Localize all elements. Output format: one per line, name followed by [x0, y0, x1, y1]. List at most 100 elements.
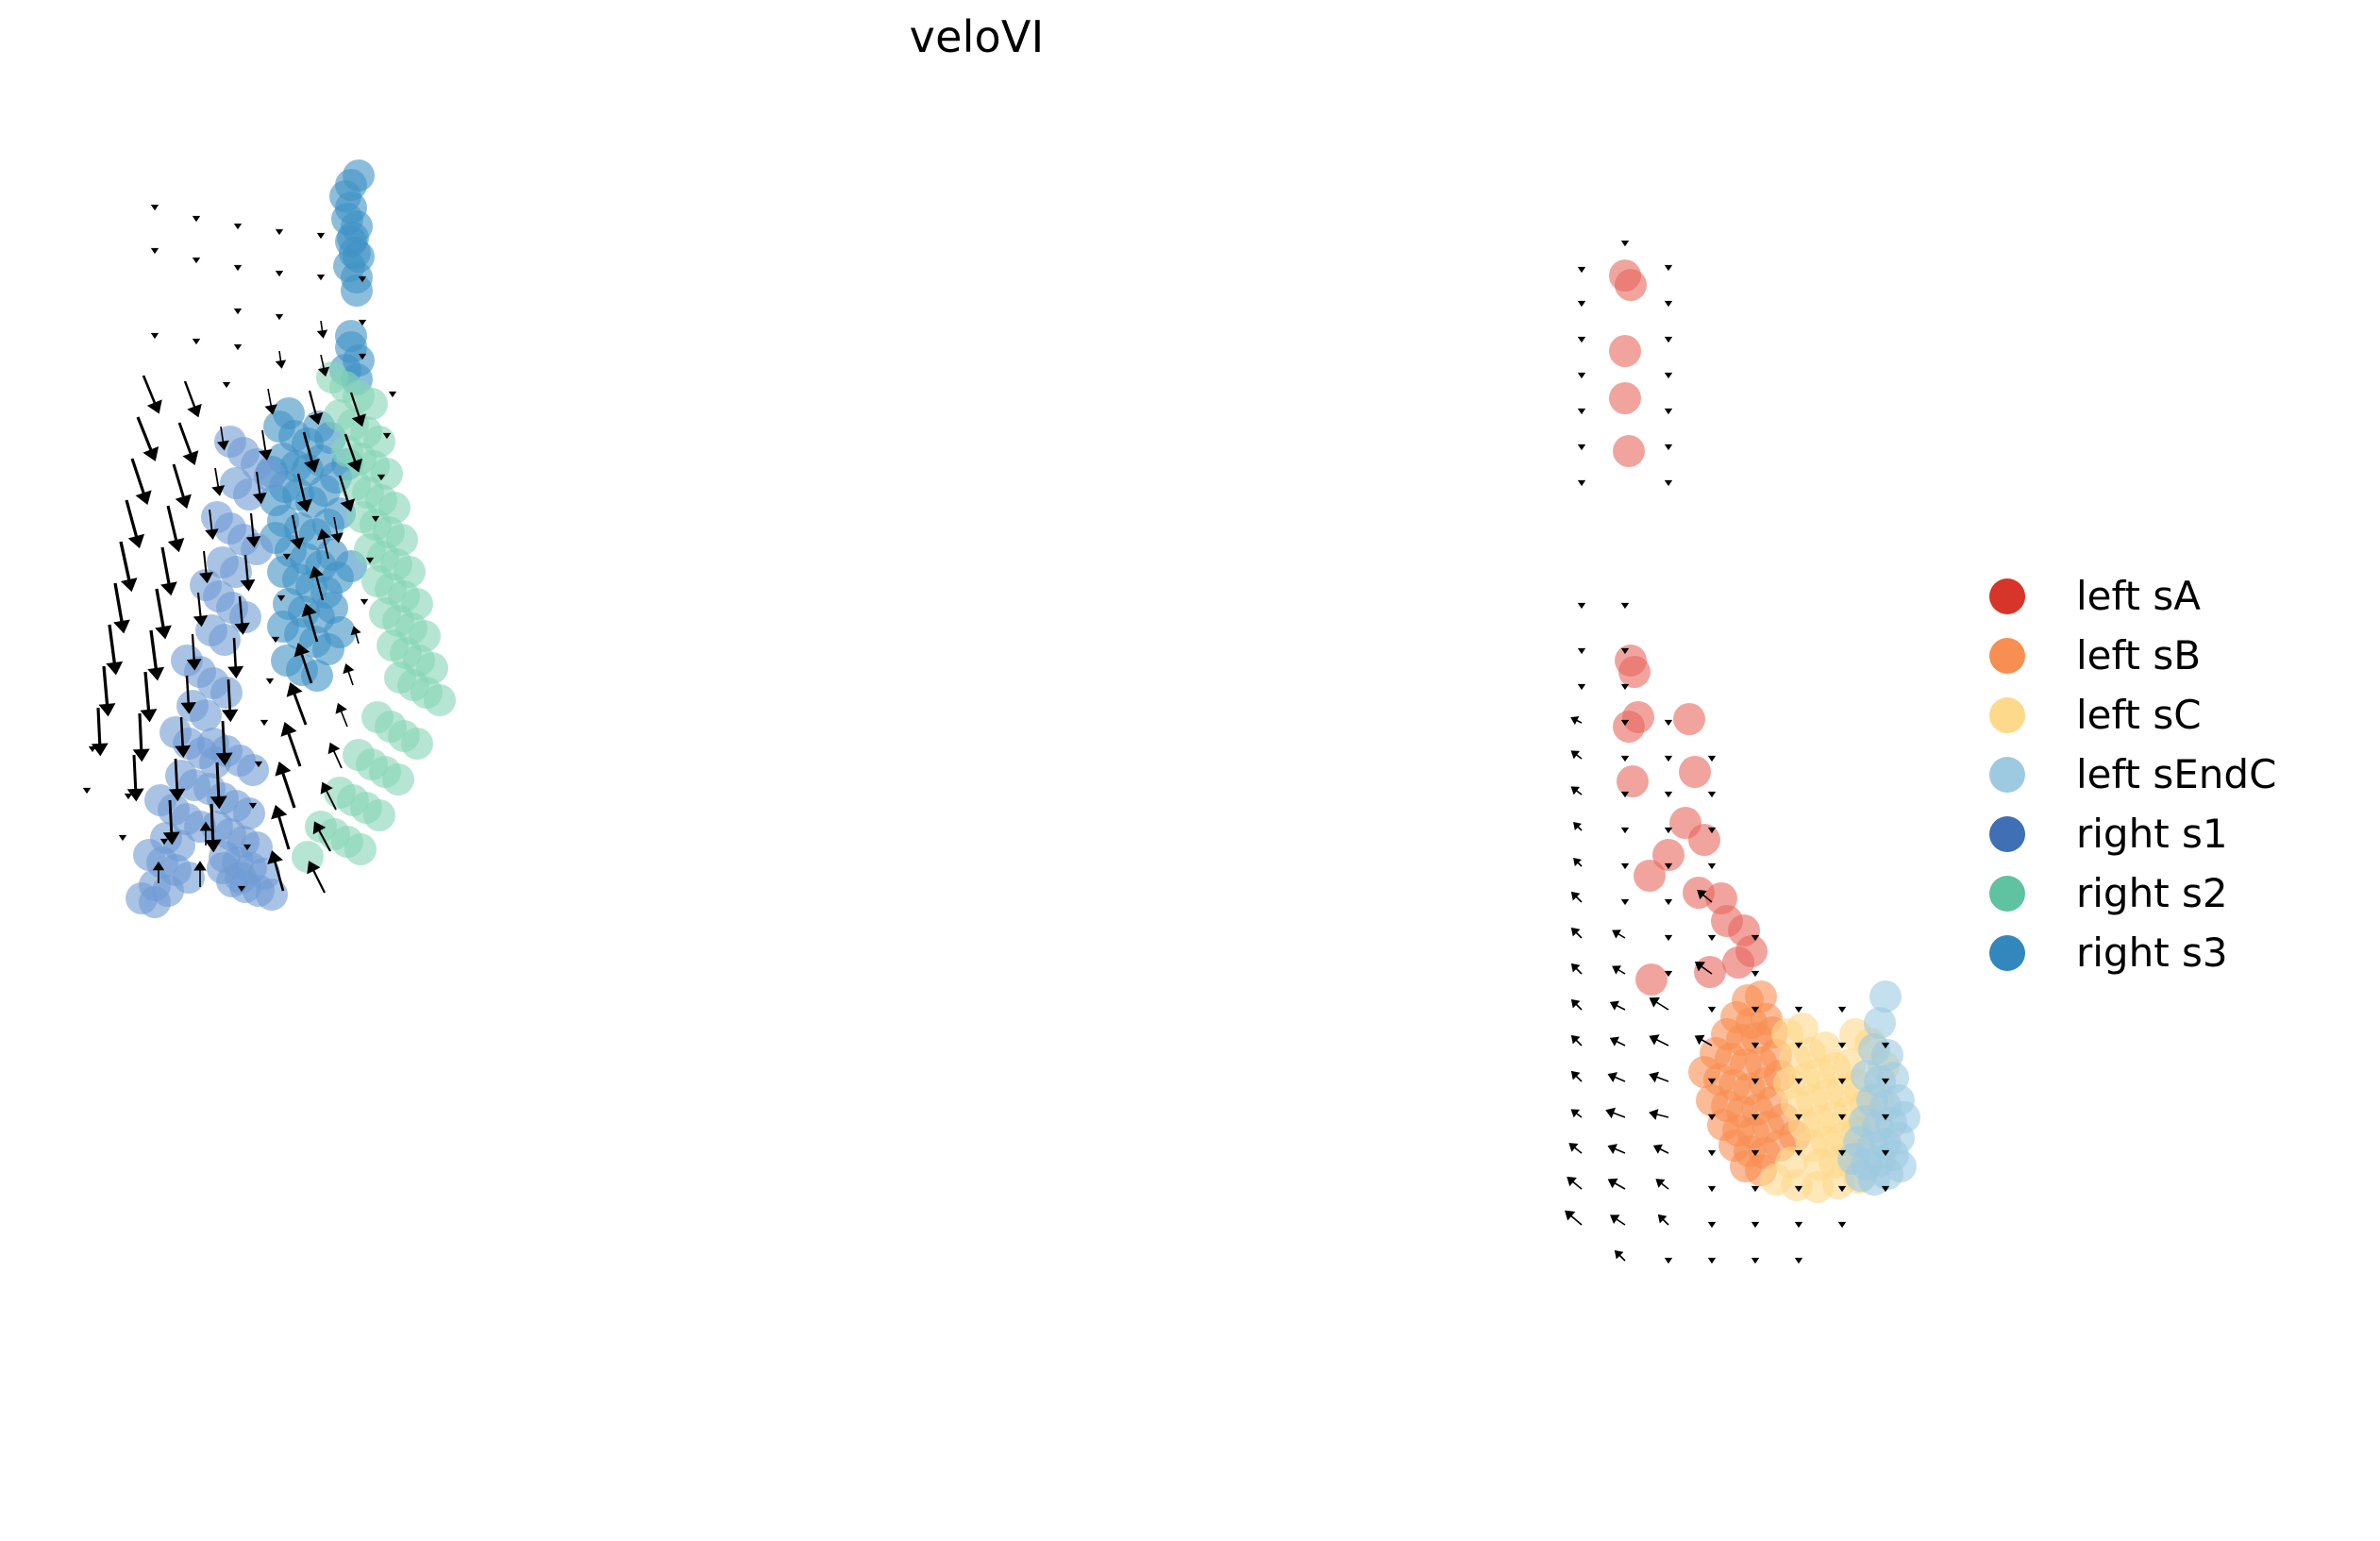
- arrow-head-icon: [1707, 1078, 1717, 1085]
- velocity-arrow: [1707, 791, 1717, 798]
- arrow-head-icon: [234, 622, 250, 635]
- arrow-head-icon: [132, 748, 150, 762]
- arrow-head-icon: [1751, 1078, 1760, 1085]
- velocity-arrow: [98, 665, 116, 717]
- arrow-head-icon: [1707, 1221, 1717, 1229]
- scatter-point: [1786, 1013, 1819, 1045]
- velocity-arrow: [271, 804, 291, 850]
- scatter-point: [382, 763, 414, 796]
- arrow-head-icon: [192, 215, 201, 223]
- arrow-head-icon: [1664, 863, 1673, 870]
- velocity-arrow: [1837, 1078, 1847, 1085]
- arrow-head-icon: [1607, 1178, 1618, 1189]
- velocity-arrow: [1751, 1221, 1760, 1229]
- arrow-head-icon: [1570, 750, 1580, 760]
- arrow-head-icon: [1570, 891, 1581, 901]
- arrow-head-icon: [1607, 1072, 1617, 1082]
- velocity-arrow: [1751, 1149, 1760, 1157]
- arrow-head-icon: [358, 353, 367, 360]
- arrow-head-icon: [293, 643, 310, 658]
- legend-item[interactable]: left sC: [1989, 685, 2367, 745]
- velocity-arrow: [1664, 444, 1673, 451]
- legend-item[interactable]: right s2: [1989, 863, 2367, 923]
- arrow-head-icon: [1620, 755, 1630, 762]
- velocity-arrow: [1881, 1114, 1890, 1121]
- velocity-arrow: [1570, 927, 1583, 939]
- velocity-arrow: [1751, 1042, 1760, 1049]
- scatter-point: [1869, 980, 1902, 1013]
- scatter-point: [1634, 860, 1666, 892]
- velocity-arrow: [245, 512, 261, 548]
- arrow-head-icon: [142, 446, 159, 461]
- velocity-arrow: [1881, 1149, 1890, 1157]
- scatter-point: [335, 320, 367, 352]
- velocity-arrow: [130, 458, 152, 506]
- arrow-head-icon: [1664, 970, 1673, 978]
- velocity-arrow: [147, 629, 165, 681]
- velocity-arrow: [1573, 822, 1583, 831]
- velocity-arrow: [316, 320, 328, 339]
- arrow-head-icon: [259, 449, 273, 461]
- legend-item[interactable]: right s1: [1989, 804, 2367, 863]
- arrow-head-icon: [193, 615, 209, 628]
- arrow-head-icon: [211, 485, 226, 496]
- arrow-head-icon: [1881, 1149, 1890, 1157]
- arrow-head-icon: [1620, 719, 1630, 727]
- velocity-arrow: [1837, 1149, 1847, 1157]
- arrow-head-icon: [1565, 1210, 1576, 1221]
- arrow-head-icon: [1620, 647, 1630, 655]
- velocity-arrow: [1664, 719, 1673, 727]
- arrow-head-icon: [301, 603, 317, 617]
- arrow-head-icon: [205, 528, 219, 540]
- arrow-head-icon: [309, 565, 324, 579]
- arrow-head-icon: [1577, 444, 1586, 451]
- arrow-head-icon: [335, 702, 347, 714]
- scatter-point: [1885, 1150, 1917, 1182]
- scatter-series-right-s3: [256, 159, 375, 692]
- velocity-arrow: [1794, 1257, 1803, 1265]
- arrow-head-icon: [1655, 1179, 1666, 1188]
- arrow-head-icon: [1577, 683, 1586, 691]
- velocity-arrow: [1577, 444, 1586, 451]
- velocity-arrow: [1664, 408, 1673, 415]
- arrow-shaft: [238, 595, 244, 629]
- arrow-head-icon: [175, 745, 192, 759]
- arrow-head-icon: [198, 572, 213, 584]
- velocity-arrow: [1751, 934, 1760, 942]
- velocity-arrow: [254, 761, 263, 768]
- arrow-head-icon: [1794, 1257, 1803, 1265]
- arrow-head-icon: [282, 553, 292, 561]
- legend-item[interactable]: left sB: [1989, 626, 2367, 685]
- velocity-arrow: [343, 663, 355, 686]
- scatter-series-right-s2: [292, 361, 456, 873]
- legend-item[interactable]: right s3: [1989, 923, 2367, 982]
- legend-item[interactable]: left sA: [1989, 566, 2367, 626]
- velocity-arrow: [1612, 965, 1626, 975]
- arrow-shaft: [166, 505, 179, 546]
- arrow-head-icon: [1570, 927, 1581, 937]
- velocity-arrow: [1620, 647, 1630, 655]
- scatter-point: [1615, 269, 1647, 301]
- scatter-point: [335, 192, 367, 224]
- velocity-arrow: [234, 595, 250, 635]
- velocity-arrow: [180, 675, 196, 714]
- scatter-point: [1652, 839, 1684, 871]
- velocity-arrow: [233, 343, 243, 351]
- arrow-head-icon: [1707, 1006, 1717, 1013]
- scatter-point: [1705, 882, 1737, 914]
- velocity-arrow: [1707, 1257, 1717, 1265]
- velocity-arrow: [308, 390, 324, 426]
- velocity-arrow: [150, 204, 159, 211]
- scatter-point: [424, 684, 456, 716]
- legend-item-label: right s1: [2076, 810, 2228, 857]
- legend-item[interactable]: left sEndC: [1989, 745, 2367, 804]
- arrow-head-icon: [1649, 1071, 1660, 1083]
- velocity-arrow: [330, 516, 344, 544]
- arrow-head-icon: [1570, 963, 1581, 973]
- arrow-head-icon: [82, 787, 92, 795]
- arrow-head-icon: [1694, 1034, 1705, 1046]
- arrow-head-icon: [1573, 858, 1582, 866]
- arrow-head-icon: [1707, 934, 1717, 942]
- arrow-head-icon: [260, 719, 269, 727]
- arrow-head-icon: [243, 844, 252, 851]
